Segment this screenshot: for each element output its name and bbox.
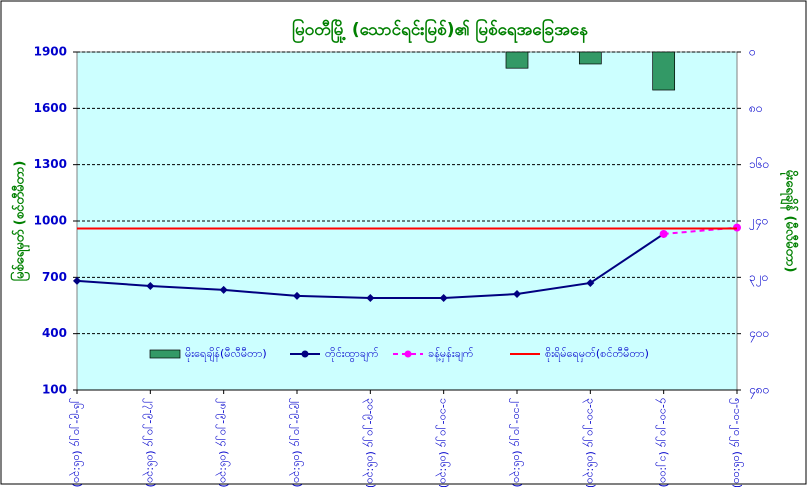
y2-tick-label: ၀ — [749, 45, 756, 59]
x-tick-label: ၁-၁၀-၂၀၂၄ (၀၆:၃၀) — [436, 398, 451, 487]
marker — [659, 229, 668, 238]
y-tick-label: 1000 — [34, 214, 67, 228]
y2-tick-label: ၄၀၀ — [749, 326, 769, 343]
x-tick-label: ၂၉-၉-၂၀၂၄ (၀၆:၃၀) — [289, 398, 304, 487]
y2-axis-label: မိုးရေချိန် (မီလီမီတာ) — [780, 170, 800, 273]
x-tick-label: ၄-၁၀-၂၀၂၄ (၁၂:၀၀) — [656, 398, 671, 487]
bar — [578, 51, 602, 65]
legend-swatch — [149, 349, 181, 359]
y-tick-label: 1600 — [34, 101, 67, 115]
bar — [505, 51, 529, 69]
y2-tick-label: ၄၈၀ — [749, 383, 769, 400]
y-axis-label: မြစ်ရေမှတ် (စင်တီမီတာ) — [10, 161, 31, 282]
legend-label: ခန့်မှန်းချက် — [428, 347, 474, 362]
x-tick-label: ၂၈-၉-၂၀၂၄ (၀၆:၃၀) — [216, 398, 231, 487]
line — [663, 226, 738, 235]
x-tick-label: ၂-၁၀-၂၀၂၄ (၀၆:၃၀) — [509, 398, 524, 487]
x-tick-label: ၃-၁၀-၂၀၂၄ (၀၆:၃၀) — [582, 398, 597, 487]
marker — [439, 293, 448, 302]
y2-tick-label: ၂၄၀ — [749, 214, 768, 231]
marker — [146, 281, 155, 290]
marker — [73, 276, 81, 285]
legend-marker — [301, 350, 309, 358]
legend-label: စိုးရိမ်ရေမှတ်(စင်တီမီတာ) — [545, 347, 649, 362]
bar — [652, 51, 676, 91]
x-tick-label: ၅-၁၀-၂၀၂၄ (၀၆:၀၀) — [729, 398, 744, 487]
x-tick-label: ၂၆-၉-၂၀၂၄ (၀၆:၃၀) — [69, 398, 84, 487]
y-tick-label: 1300 — [34, 157, 67, 171]
y2-tick-label: ၁၆၀ — [749, 156, 769, 171]
y-tick-label: 1900 — [34, 45, 67, 59]
legend-label: တိုင်းထွာချက် — [325, 347, 379, 362]
x-tick-label: ၃၀-၉-၂၀၂၄ (၀၆:၃၀) — [362, 398, 377, 487]
y-tick-label: 100 — [42, 383, 67, 397]
marker — [366, 293, 375, 302]
x-tick-label: ၂၇-၉-၂၀၂၄ (၀၆:၃၀) — [142, 398, 157, 487]
legend-label: မိုးရေချိန်(မီလီမီတာ) — [185, 347, 267, 362]
y-tick-label: 700 — [42, 270, 67, 284]
marker — [219, 285, 228, 294]
legend-marker — [404, 350, 412, 358]
marker — [513, 290, 521, 299]
marker — [586, 278, 595, 287]
y2-tick-label: ၃၂၀ — [749, 270, 768, 287]
marker — [293, 291, 301, 300]
y-tick-label: 400 — [42, 326, 67, 340]
y2-tick-label: ၈၀ — [749, 101, 763, 115]
chart-title: မြဝတီမြို့ (သောင်ရင်းမြစ်)၏ မြစ်ရေအခြေအန… — [292, 17, 588, 44]
